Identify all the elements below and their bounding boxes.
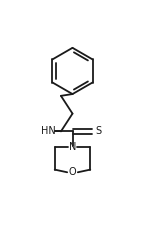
Text: S: S [96,126,102,136]
Text: HN: HN [41,126,56,136]
Text: O: O [69,167,76,177]
Text: N: N [69,142,76,152]
